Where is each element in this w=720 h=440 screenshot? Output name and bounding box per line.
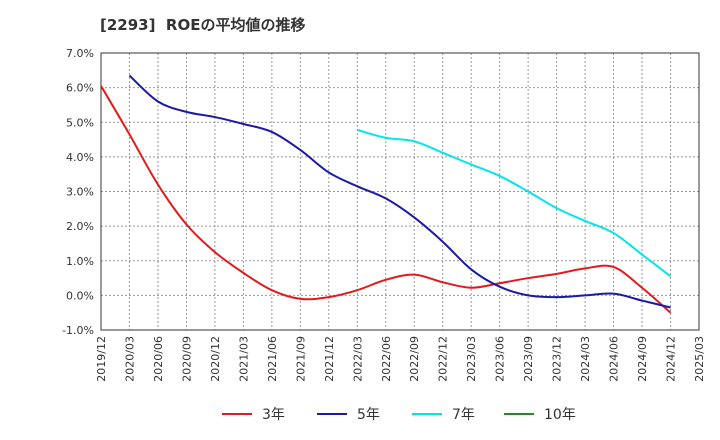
chart-title: [2293] ROEの平均値の推移 xyxy=(100,16,306,34)
x-tick-label: 2024/03 xyxy=(579,336,592,382)
series-line-1 xyxy=(128,74,671,309)
plot-frame xyxy=(100,52,700,331)
y-tick-label: 0.0% xyxy=(66,289,94,302)
y-axis: -1.0% 0.0% 1.0% 2.0% 3.0% 4.0% 5.0% 6.0% 7.0% xyxy=(62,47,94,337)
y-tick-label: 6.0% xyxy=(66,82,94,95)
x-tick-label: 2022/12 xyxy=(437,336,450,382)
x-axis: 2019/12 2020/03 2020/06 2020/09 2020/12 2021/… xyxy=(95,336,706,382)
x-tick-label: 2021/03 xyxy=(237,336,250,382)
y-tick-label: 7.0% xyxy=(66,47,94,60)
x-tick-label: 2023/03 xyxy=(465,336,478,382)
y-tick-label: -1.0% xyxy=(62,324,94,337)
y-tick-label: 5.0% xyxy=(66,116,94,129)
x-tick-label: 2022/09 xyxy=(408,336,421,382)
x-tick-label: 2021/06 xyxy=(266,336,279,382)
x-tick-label: 2020/09 xyxy=(180,336,193,382)
x-tick-label: 2025/03 xyxy=(693,336,706,382)
series-line-2 xyxy=(357,128,672,278)
x-tick-label: 2024/12 xyxy=(665,336,678,382)
x-tick-label: 2023/12 xyxy=(551,336,564,382)
grid xyxy=(100,52,700,331)
x-tick-label: 2019/12 xyxy=(95,336,108,382)
legend-label-2: 7年 xyxy=(452,407,475,423)
legend-label-0: 3年 xyxy=(262,407,285,423)
x-tick-label: 2020/03 xyxy=(123,336,136,382)
x-tick-label: 2021/09 xyxy=(294,336,307,382)
x-tick-label: 2022/03 xyxy=(351,336,364,382)
legend: 3年 5年 7年 10年 xyxy=(222,407,576,423)
x-tick-label: 2024/06 xyxy=(608,336,621,382)
y-tick-label: 3.0% xyxy=(66,186,94,199)
series-lines xyxy=(100,74,672,314)
x-tick-label: 2023/09 xyxy=(522,336,535,382)
x-tick-label: 2020/12 xyxy=(209,336,222,382)
legend-label-3: 10年 xyxy=(544,407,576,423)
x-tick-label: 2022/06 xyxy=(380,336,393,382)
y-tick-label: 4.0% xyxy=(66,151,94,164)
legend-label-1: 5年 xyxy=(357,407,380,423)
x-tick-label: 2023/06 xyxy=(494,336,507,382)
y-tick-label: 2.0% xyxy=(66,220,94,233)
x-tick-label: 2020/06 xyxy=(152,336,165,382)
x-tick-label: 2021/12 xyxy=(323,336,336,382)
series-line-0 xyxy=(100,85,672,314)
x-tick-label: 2024/09 xyxy=(636,336,649,382)
y-tick-label: 1.0% xyxy=(66,255,94,268)
